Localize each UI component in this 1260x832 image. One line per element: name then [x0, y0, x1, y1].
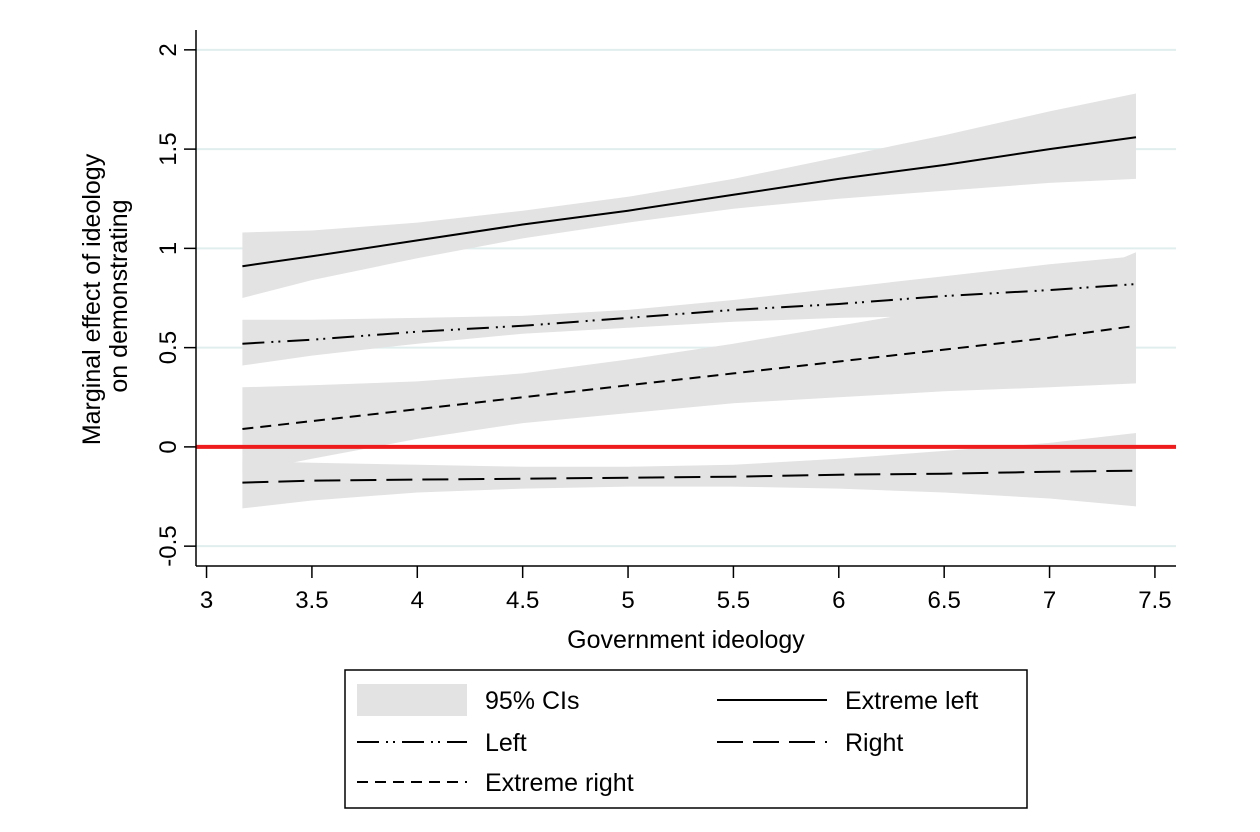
series-lines — [242, 136, 1137, 484]
legend-label: Extreme right — [485, 769, 634, 797]
y-tick-label: 0.5 — [155, 331, 182, 364]
y-tick-label: -0.5 — [155, 525, 182, 566]
y-axis-title-line-1: Marginal effect of ideology — [78, 153, 106, 445]
x-tick-label: 4 — [411, 587, 424, 614]
x-tick-label: 5.5 — [717, 587, 750, 614]
x-tick-label: 3 — [200, 587, 213, 614]
confidence-bands — [242, 93, 1136, 509]
series-line-0 — [242, 136, 1137, 268]
y-tick-label: 2 — [155, 43, 182, 56]
ci-band-3 — [242, 433, 1136, 509]
series-line-1 — [242, 283, 1137, 345]
ci-band-1 — [242, 256, 1136, 366]
y-tick-label: 0 — [155, 440, 182, 453]
x-tick-label: 3.5 — [295, 587, 328, 614]
legend-label: 95% CIs — [485, 687, 579, 715]
x-tick-label: 4.5 — [506, 587, 539, 614]
x-tick-label: 7 — [1043, 587, 1056, 614]
y-tick-label: 1 — [155, 242, 182, 255]
x-axis-title: Government ideology — [567, 626, 805, 654]
y-tick-label: 1.5 — [155, 132, 182, 165]
x-tick-label: 6.5 — [928, 587, 961, 614]
legend: 95% CIs Extreme left Left Right Extreme righ… — [344, 669, 1028, 809]
series-line-2 — [242, 324, 1137, 430]
axes: -0.5 0 0.5 1 1.5 2 3 3.5 4 4.5 5 5.5 6 6.5 7 7.5 — [155, 30, 1176, 614]
legend-label: Extreme left — [845, 687, 978, 715]
x-tick-label: 5 — [621, 587, 634, 614]
x-tick-label: 6 — [832, 587, 845, 614]
y-axis-title: Marginal effect of ideology on demonstra… — [78, 147, 133, 445]
y-axis-title-line-2: on demonstrating — [105, 199, 133, 392]
legend-swatch-ci — [357, 684, 467, 716]
legend-label: Left — [485, 729, 527, 757]
ci-band-2 — [242, 252, 1136, 473]
legend-label: Right — [845, 729, 903, 757]
ci-band-0 — [242, 93, 1136, 298]
series-line-3 — [242, 469, 1137, 484]
x-tick-label: 7.5 — [1138, 587, 1171, 614]
